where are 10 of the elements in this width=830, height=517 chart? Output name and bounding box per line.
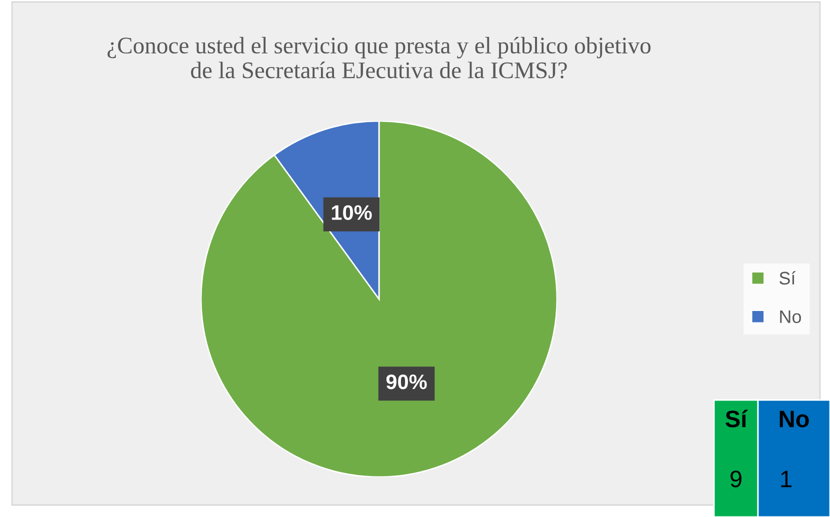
category-label: No	[780, 410, 809, 428]
text: 9	[730, 470, 742, 488]
legend-label: Sí	[779, 271, 796, 285]
data-label: 90%	[386, 374, 427, 390]
category-label: Sí	[726, 410, 748, 428]
pie-slice	[201, 121, 557, 477]
data-label: 10%	[332, 205, 372, 220]
legend-label: No	[780, 310, 801, 324]
text: 1	[781, 470, 792, 488]
chart-title: ¿Conoce usted el servicio que presta y el público objetivo de la Secretaría EJecutiva de la ICMSJ?	[108, 36, 651, 78]
